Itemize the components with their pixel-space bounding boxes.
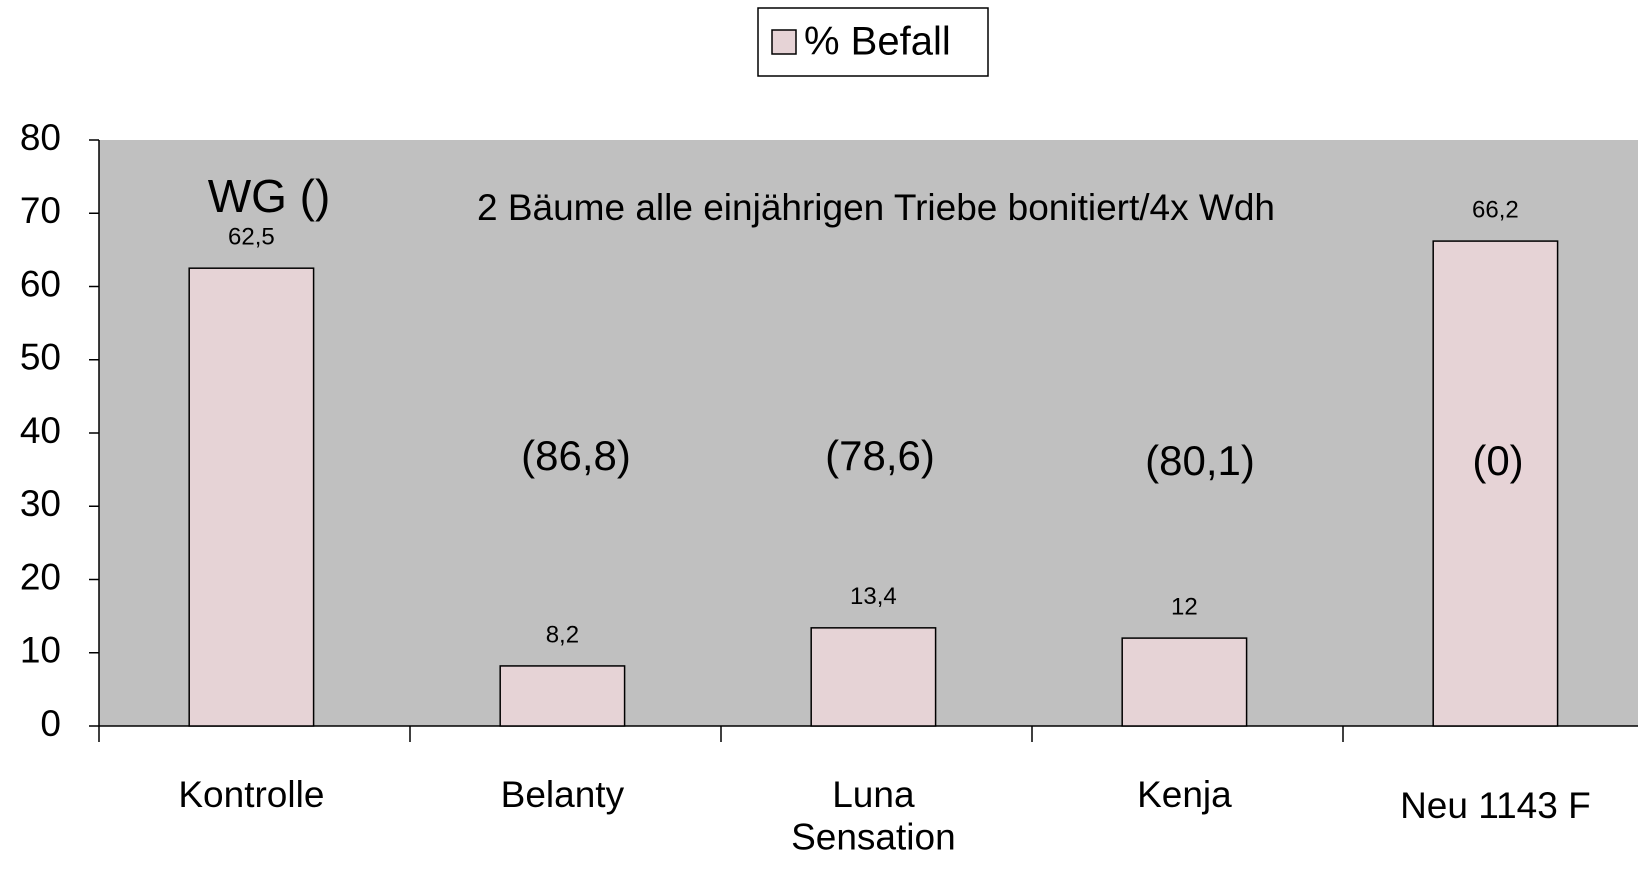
data-label: 66,2 xyxy=(1472,196,1519,223)
x-tick-label: Kenja xyxy=(1137,774,1232,815)
y-tick-label: 50 xyxy=(20,337,61,378)
x-tick-label: Kontrolle xyxy=(178,774,324,815)
bar xyxy=(1121,637,1248,727)
annotation: (78,6) xyxy=(825,432,935,479)
bar xyxy=(188,267,315,727)
y-tick-label: 40 xyxy=(20,410,61,451)
data-label: 12 xyxy=(1171,593,1198,620)
annotation: (80,1) xyxy=(1145,437,1255,484)
annotation: WG () xyxy=(208,170,331,222)
y-tick-label: 10 xyxy=(20,630,61,671)
legend-label: % Befall xyxy=(804,20,951,64)
x-tick-label: Belanty xyxy=(501,774,625,815)
bar xyxy=(1432,240,1559,727)
data-label: 62,5 xyxy=(228,224,275,251)
annotation: (0) xyxy=(1472,437,1523,484)
x-tick-label: Luna Sensation xyxy=(791,774,956,858)
x-tick-label: Neu 1143 F xyxy=(1400,785,1591,826)
data-label: 8,2 xyxy=(546,621,579,648)
y-tick-label: 20 xyxy=(20,556,61,597)
bar xyxy=(499,665,626,727)
bar xyxy=(810,627,937,727)
data-label: 13,4 xyxy=(850,583,897,610)
y-tick-label: 70 xyxy=(20,190,61,231)
y-tick-label: 60 xyxy=(20,263,61,304)
annotation: 2 Bäume alle einjährigen Triebe bonitier… xyxy=(477,187,1275,228)
y-tick-label: 80 xyxy=(20,117,61,158)
y-tick-label: 30 xyxy=(20,483,61,524)
y-tick-label: 0 xyxy=(40,703,61,744)
legend-swatch xyxy=(771,29,797,55)
annotation: (86,8) xyxy=(521,432,631,479)
